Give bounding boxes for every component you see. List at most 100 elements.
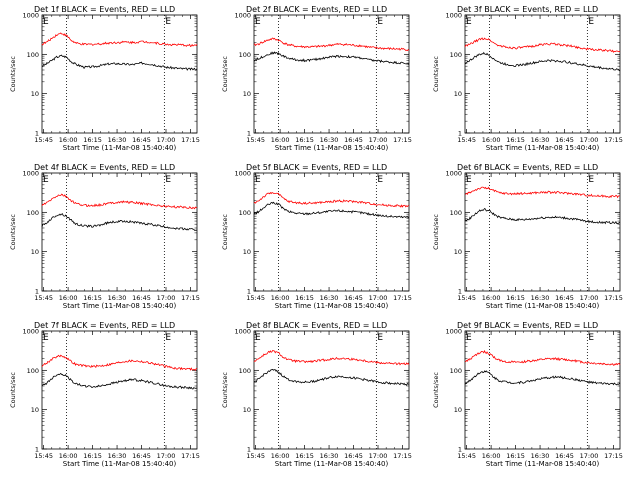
y-tick-label: 1000 xyxy=(445,170,462,178)
chart-panel: Det 7f BLACK = Events, RED = LLD 1 10 100 10… xyxy=(9,321,200,468)
chart-title: Det 5f BLACK = Events, RED = LLD xyxy=(246,163,387,172)
x-tick-label: 16:45 xyxy=(344,452,363,460)
y-tick-label: 1 xyxy=(247,130,251,138)
chart-panel: Det 2f BLACK = Events, RED = LLD 1 10 100 10… xyxy=(221,5,412,152)
series-line xyxy=(253,51,410,65)
y-tick-label: 1 xyxy=(247,288,251,296)
x-tick-label: 16:30 xyxy=(108,136,127,144)
x-tick-label: 17:15 xyxy=(181,452,200,460)
series-line xyxy=(464,37,621,53)
x-tick-label: 17:15 xyxy=(604,294,623,302)
chart-title: Det 9f BLACK = Events, RED = LLD xyxy=(457,321,598,330)
event-marker-label: E xyxy=(588,175,594,185)
plot-frame xyxy=(253,14,410,134)
plot-frame xyxy=(464,14,621,134)
series-line xyxy=(41,193,198,210)
chart-panel: Det 1f BLACK = Events, RED = LLD 1 10 100 10… xyxy=(9,5,200,152)
y-tick-label: 100 xyxy=(239,209,251,217)
y-tick-label: 1000 xyxy=(445,12,462,20)
x-tick-label: 16:30 xyxy=(531,294,550,302)
y-tick-label: 100 xyxy=(450,51,462,59)
event-marker-label: E xyxy=(43,175,49,185)
chart-panel: Det 3f BLACK = Events, RED = LLD 1 10 100 10… xyxy=(432,5,623,152)
y-axis-title: Counts/sec xyxy=(432,372,440,408)
x-tick-label: 16:00 xyxy=(59,136,78,144)
x-tick-label: 15:45 xyxy=(457,294,476,302)
series-line xyxy=(464,370,621,386)
event-marker-label: E xyxy=(255,17,261,27)
x-tick-label: 16:00 xyxy=(59,294,78,302)
y-axis-title: Counts/sec xyxy=(9,214,17,250)
y-tick-label: 1000 xyxy=(22,170,39,178)
x-tick-label: 15:45 xyxy=(34,294,53,302)
x-tick-label: 16:45 xyxy=(132,452,151,460)
x-tick-label: 16:15 xyxy=(83,136,102,144)
x-tick-label: 16:15 xyxy=(83,452,102,460)
x-tick-label: 16:15 xyxy=(295,294,314,302)
x-tick-label: 16:00 xyxy=(59,452,78,460)
y-tick-label: 100 xyxy=(27,209,39,217)
event-marker-label: E xyxy=(588,333,594,343)
x-axis-title: Start Time (11-Mar-08 15:40:40) xyxy=(275,460,389,468)
event-marker-label: E xyxy=(43,17,49,27)
y-tick-label: 1000 xyxy=(234,328,251,336)
x-tick-label: 15:45 xyxy=(246,136,265,144)
plot-frame xyxy=(464,330,621,450)
x-tick-label: 16:15 xyxy=(506,136,525,144)
y-tick-label: 10 xyxy=(243,90,251,98)
y-tick-label: 1000 xyxy=(234,170,251,178)
x-axis-title: Start Time (11-Mar-08 15:40:40) xyxy=(63,302,177,310)
y-tick-label: 1000 xyxy=(445,328,462,336)
x-tick-label: 16:15 xyxy=(506,294,525,302)
series-line xyxy=(253,349,410,366)
y-tick-label: 10 xyxy=(31,406,39,414)
x-tick-label: 17:15 xyxy=(393,136,412,144)
plot-frame xyxy=(464,172,621,292)
x-tick-label: 16:00 xyxy=(271,294,290,302)
event-marker-label: E xyxy=(466,175,472,185)
x-tick-label: 17:15 xyxy=(604,136,623,144)
event-marker-label: E xyxy=(255,333,261,343)
event-marker-label: E xyxy=(466,17,472,27)
x-tick-label: 16:15 xyxy=(83,294,102,302)
y-tick-label: 100 xyxy=(450,367,462,375)
plot-frame xyxy=(41,330,198,450)
x-axis-title: Start Time (11-Mar-08 15:40:40) xyxy=(275,144,389,152)
y-axis-title: Counts/sec xyxy=(432,56,440,92)
x-tick-label: 17:00 xyxy=(580,452,599,460)
x-tick-label: 16:00 xyxy=(482,452,501,460)
x-tick-label: 15:45 xyxy=(34,136,53,144)
x-tick-label: 17:00 xyxy=(369,452,388,460)
x-axis-title: Start Time (11-Mar-08 15:40:40) xyxy=(486,144,600,152)
y-axis-title: Counts/sec xyxy=(432,214,440,250)
y-tick-label: 1 xyxy=(458,130,462,138)
event-marker-label: E xyxy=(165,333,171,343)
series-line xyxy=(253,201,410,219)
y-tick-label: 10 xyxy=(31,90,39,98)
x-tick-label: 17:00 xyxy=(157,294,176,302)
y-tick-label: 1 xyxy=(35,446,39,454)
x-tick-label: 15:45 xyxy=(457,452,476,460)
series-line xyxy=(41,32,198,47)
x-axis-title: Start Time (11-Mar-08 15:40:40) xyxy=(63,144,177,152)
x-tick-label: 17:15 xyxy=(393,452,412,460)
series-line xyxy=(41,354,198,371)
y-tick-label: 1 xyxy=(458,446,462,454)
plot-frame xyxy=(253,172,410,292)
x-tick-label: 16:45 xyxy=(555,136,574,144)
x-tick-label: 16:30 xyxy=(320,452,339,460)
y-axis-title: Counts/sec xyxy=(221,56,229,92)
event-marker-label: E xyxy=(255,175,261,185)
event-marker-label: E xyxy=(43,333,49,343)
chart-panel: Det 8f BLACK = Events, RED = LLD 1 10 100 10… xyxy=(221,321,412,468)
series-line xyxy=(41,54,198,71)
x-tick-label: 16:15 xyxy=(506,452,525,460)
x-tick-label: 16:30 xyxy=(320,294,339,302)
x-axis-title: Start Time (11-Mar-08 15:40:40) xyxy=(275,302,389,310)
plot-frame xyxy=(41,14,198,134)
series-line xyxy=(464,208,621,225)
y-tick-label: 1000 xyxy=(234,12,251,20)
x-tick-label: 16:00 xyxy=(271,136,290,144)
x-tick-label: 17:15 xyxy=(181,294,200,302)
